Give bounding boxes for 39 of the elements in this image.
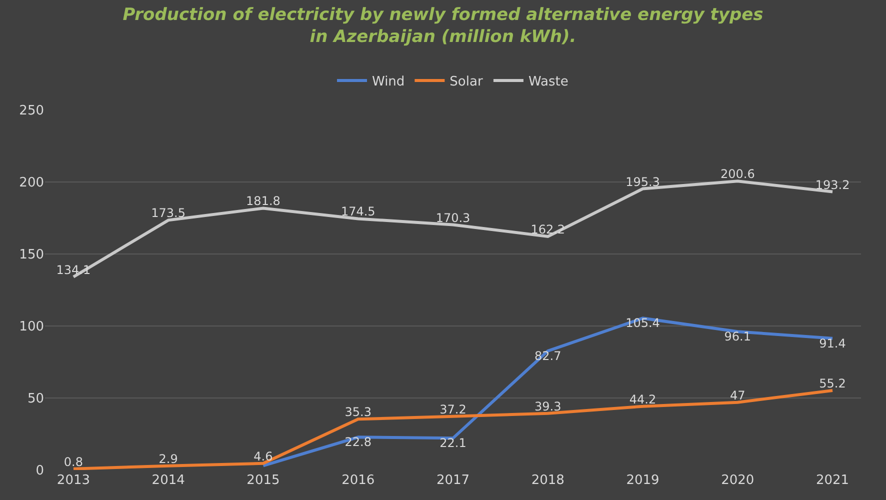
y-tick-label: 150 — [19, 248, 44, 263]
x-tick-label: 2020 — [721, 473, 754, 488]
data-label: 0.8 — [64, 454, 84, 469]
data-label: 91.4 — [819, 336, 846, 350]
legend-label: Wind — [372, 74, 405, 90]
data-label: 47 — [730, 388, 746, 402]
data-label: 2.9 — [158, 452, 178, 466]
data-label: 193.2 — [815, 178, 850, 192]
data-label: 170.3 — [436, 210, 470, 225]
x-tick-label: 2018 — [531, 473, 564, 488]
data-label: 55.2 — [819, 376, 846, 391]
y-tick-label: 100 — [19, 320, 44, 335]
x-tick-label: 2019 — [626, 473, 660, 488]
data-label: 173.5 — [151, 206, 186, 220]
data-label: 44.2 — [629, 392, 656, 406]
chart-title: Production of electricity by newly formed alternative energy types in Azerbaijan (million kWh). — [122, 5, 764, 48]
x-tick-label: 2015 — [246, 473, 280, 488]
legend-label: Solar — [450, 74, 484, 90]
data-label: 174.5 — [340, 204, 376, 219]
data-label: 22.1 — [440, 436, 466, 450]
y-tick-label: 50 — [27, 392, 44, 407]
data-label: 96.1 — [724, 330, 752, 344]
x-tick-label: 2016 — [342, 473, 375, 488]
y-tick-label: 250 — [19, 104, 44, 119]
y-tick-label: 200 — [19, 176, 44, 191]
x-tick-label: 2021 — [816, 473, 850, 488]
x-tick-label: 2014 — [152, 473, 185, 488]
data-label: 181.8 — [246, 194, 280, 208]
y-tick-label: 0 — [36, 464, 44, 479]
data-label: 35.3 — [344, 405, 372, 420]
legend-label: Waste — [528, 74, 568, 90]
data-label: 200.6 — [720, 167, 755, 182]
data-label: 195.3 — [626, 174, 660, 189]
data-label: 37.2 — [440, 402, 466, 416]
x-tick-label: 2013 — [56, 473, 90, 488]
x-tick-label: 2017 — [436, 473, 470, 488]
data-label: 4.6 — [254, 449, 273, 464]
data-label: 39.3 — [534, 399, 562, 414]
data-label: 22.8 — [344, 435, 372, 450]
